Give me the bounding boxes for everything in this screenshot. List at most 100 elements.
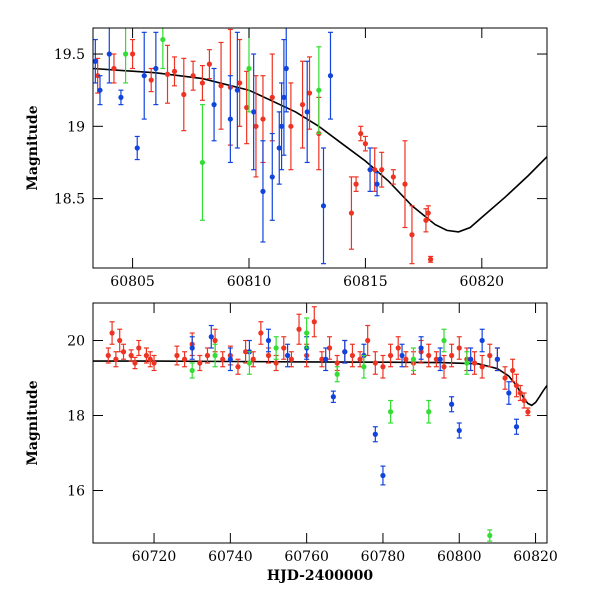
blue-data-point (106, 51, 112, 57)
x-tick-label: 60720 (132, 549, 177, 565)
green-data-point (426, 409, 432, 415)
red-data-point (164, 71, 171, 77)
red-data-point (441, 364, 447, 370)
red-data-point (456, 345, 462, 351)
blue-data-point (227, 116, 233, 122)
green-data-point (160, 36, 166, 43)
blue-data-point (399, 352, 405, 359)
red-data-point (244, 104, 250, 111)
red-data-point (395, 345, 401, 351)
red-data-point (387, 352, 394, 359)
blue-data-point (479, 337, 485, 344)
red-data-point (269, 94, 275, 100)
red-data-point (237, 80, 243, 86)
green-data-point (273, 345, 279, 351)
blue-data-point (449, 401, 455, 407)
y-tick-label: 18.5 (54, 192, 85, 208)
red-data-point (372, 360, 378, 366)
red-data-point (379, 167, 385, 173)
red-data-point (390, 174, 396, 180)
green-data-point (122, 51, 129, 57)
red-data-point (358, 130, 364, 137)
red-data-point (218, 83, 224, 89)
red-data-point (510, 367, 516, 374)
red-data-point (148, 77, 154, 83)
red-data-point (171, 68, 178, 74)
red-data-point (288, 123, 294, 129)
red-data-point (349, 352, 356, 359)
blue-data-point (281, 94, 287, 100)
red-data-point (525, 409, 531, 415)
blue-data-point (227, 356, 233, 362)
top-panel-axes: 60805 60810 60815 60820 18.5 19 19.5 (54, 28, 547, 290)
red-data-point (129, 51, 136, 57)
red-data-point (235, 364, 241, 370)
blue-data-point (93, 58, 98, 64)
red-data-point (449, 352, 455, 359)
red-data-point (288, 356, 294, 362)
red-data-point (517, 390, 523, 396)
red-data-point (109, 330, 115, 336)
red-data-point (281, 345, 287, 351)
bottom-x-axis-title: HJD-2400000 (267, 568, 374, 584)
green-data-point (304, 330, 310, 336)
red-data-point (502, 375, 508, 381)
red-data-point (253, 123, 259, 129)
model-curve (93, 67, 547, 233)
blue-data-point (276, 145, 282, 151)
red-data-point (402, 181, 408, 187)
y-tick-label: 19 (67, 119, 85, 135)
red-data-point (273, 360, 279, 366)
blue-data-point (265, 337, 272, 344)
x-tick-label: 60760 (284, 549, 329, 565)
red-data-point (471, 360, 478, 366)
green-data-point (441, 337, 447, 344)
red-data-point (409, 232, 415, 238)
blue-data-point (278, 123, 285, 129)
x-tick-label: 60810 (227, 274, 272, 290)
bottom-y-axis-title: Magnitude (25, 380, 41, 465)
green-data-point (316, 87, 322, 93)
red-data-point (372, 167, 378, 173)
red-data-point (243, 349, 249, 355)
red-data-point (425, 210, 431, 216)
red-data-point (206, 61, 213, 67)
blue-data-point (251, 109, 257, 115)
blue-data-point (208, 334, 214, 340)
red-data-point (265, 352, 272, 359)
red-data-point (136, 345, 142, 351)
red-data-point (427, 256, 434, 262)
red-data-point (433, 356, 439, 362)
green-data-point (212, 352, 218, 359)
red-data-point (362, 141, 368, 147)
red-data-point (365, 337, 371, 344)
red-data-point (296, 326, 302, 332)
red-data-point (426, 352, 432, 359)
blue-data-point (330, 394, 336, 400)
red-data-point (357, 356, 363, 362)
x-tick-label: 60820 (460, 274, 505, 290)
red-data-point (306, 90, 313, 96)
red-data-point (348, 210, 355, 216)
green-data-point (199, 159, 206, 166)
blue-data-point (211, 102, 217, 108)
red-data-point (403, 356, 409, 362)
red-data-point (334, 360, 340, 366)
red-data-point (181, 91, 187, 98)
blue-data-point (304, 109, 310, 115)
top-panel: 60805 60810 60815 60820 18.5 19 19.5 Magnitude (25, 27, 548, 290)
blue-data-point (134, 145, 140, 151)
green-data-point (410, 356, 417, 362)
top-y-axis-title: Magnitude (25, 105, 41, 190)
red-data-point (220, 356, 226, 362)
red-data-point (197, 360, 203, 366)
y-tick-label: 16 (67, 484, 85, 500)
green-data-point (246, 360, 253, 366)
blue-data-point (374, 181, 380, 187)
green-data-point (361, 364, 367, 370)
x-tick-label: 60780 (361, 549, 406, 565)
y-tick-label: 20 (67, 334, 85, 350)
green-data-point (246, 65, 252, 72)
red-data-point (513, 382, 520, 389)
blue-data-point (342, 349, 348, 355)
